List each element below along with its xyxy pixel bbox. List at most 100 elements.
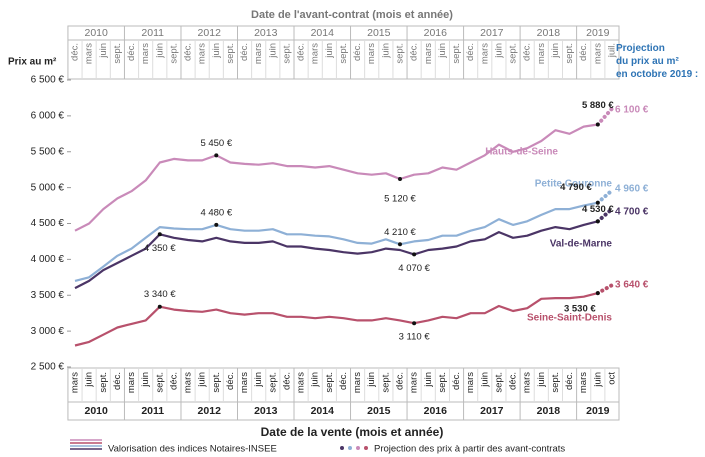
month-label: sept. <box>281 43 292 64</box>
month-label: mars <box>253 43 264 64</box>
month-label: déc. <box>395 372 406 390</box>
month-label: sept. <box>98 372 109 393</box>
month-label: juin <box>324 43 335 59</box>
projection-label: 4 700 € <box>615 207 649 218</box>
month-label: déc. <box>465 43 476 61</box>
axis-box <box>67 367 620 421</box>
value-label: 5 450 € <box>200 138 232 149</box>
series-name: Val-de-Marne <box>550 239 613 250</box>
projection-line <box>595 283 614 296</box>
value-label: 3 110 € <box>399 332 431 343</box>
month-label: déc. <box>508 372 519 390</box>
month-label: déc. <box>168 372 179 390</box>
projection-line <box>595 106 614 127</box>
y-tick-label: 4 000 € <box>31 254 65 265</box>
series-name: Petite Couronne <box>535 179 613 190</box>
month-label: déc. <box>225 372 236 390</box>
projection-label: 6 100 € <box>615 105 649 116</box>
value-label: 5 880 € <box>582 100 614 111</box>
value-label: 4 790 € <box>560 182 592 193</box>
projection-line <box>595 207 614 224</box>
month-label: mars <box>126 372 137 393</box>
month-label: mars <box>70 372 81 393</box>
month-label: juin <box>98 43 109 59</box>
annotated-point <box>412 252 417 257</box>
projection-label: 3 640 € <box>615 280 649 291</box>
value-label: 4 350 € <box>144 243 176 254</box>
axis-box <box>67 25 620 80</box>
month-label: mars <box>465 372 476 393</box>
legend: Valorisation des indices Notaires-INSEE … <box>70 439 565 455</box>
month-label: mars <box>479 43 490 64</box>
month-label: mars <box>592 43 603 64</box>
annotated-point <box>595 122 600 127</box>
month-label: mars <box>84 43 95 64</box>
annotated-point <box>595 291 600 296</box>
year-label: 2010 <box>85 27 109 39</box>
month-label: sept. <box>564 43 575 64</box>
top-axis-title: Date de l'avant-contrat (mois et année) <box>251 9 453 21</box>
value-label: 3 340 € <box>144 289 176 300</box>
year-label: 2014 <box>311 405 335 417</box>
month-label: sept. <box>154 372 165 393</box>
annotated-point <box>412 321 417 326</box>
month-label: juin <box>423 372 434 388</box>
month-label: mars <box>197 43 208 64</box>
month-label: déc. <box>451 372 462 390</box>
series-line <box>74 292 599 347</box>
value-label: 4 480 € <box>200 207 232 218</box>
month-label: sept. <box>550 372 561 393</box>
value-label: 5 120 € <box>384 194 416 205</box>
month-label: juin <box>84 372 95 388</box>
month-label: sept. <box>451 43 462 64</box>
month-label: mars <box>409 372 420 393</box>
month-label: sept. <box>168 43 179 64</box>
legend-dot <box>364 446 368 450</box>
month-label: oct <box>606 372 617 385</box>
month-label: juin <box>197 372 208 388</box>
month-label: juin <box>479 372 490 388</box>
month-label: juin <box>536 372 547 388</box>
month-label: mars <box>296 372 307 393</box>
year-label: 2012 <box>198 405 222 417</box>
annotated-point <box>214 222 219 227</box>
y-tick-label: 6 500 € <box>31 75 65 86</box>
y-tick-label: 2 500 € <box>31 362 65 373</box>
month-label: déc. <box>296 43 307 61</box>
legend-label: Valorisation des indices Notaires-INSEE <box>108 444 277 455</box>
month-label: mars <box>352 372 363 393</box>
month-label: mars <box>239 372 250 393</box>
value-label: 4 210 € <box>384 227 416 238</box>
month-label: déc. <box>126 43 137 61</box>
month-label: sept. <box>267 372 278 393</box>
month-label: mars <box>310 43 321 64</box>
month-label: mars <box>140 43 151 64</box>
legend-dot <box>348 446 352 450</box>
month-label: sept. <box>380 372 391 393</box>
year-label: 2012 <box>198 27 222 39</box>
month-label: sept. <box>338 43 349 64</box>
month-label: mars <box>536 43 547 64</box>
month-label: juin <box>140 372 151 388</box>
month-label: juin <box>437 43 448 59</box>
y-axis-label: Prix au m² <box>8 57 57 68</box>
year-label: 2019 <box>586 405 610 417</box>
month-label: sept. <box>112 43 123 64</box>
annotated-point <box>157 304 162 309</box>
y-tick-label: 3 500 € <box>31 290 65 301</box>
month-label: déc. <box>352 43 363 61</box>
month-label: déc. <box>112 372 123 390</box>
value-label: 4 070 € <box>398 263 430 274</box>
annotated-point <box>214 153 219 158</box>
value-label: 4 530 € <box>582 204 614 215</box>
month-label: mars <box>578 372 589 393</box>
month-label: juin <box>550 43 561 59</box>
month-label: sept. <box>493 372 504 393</box>
y-tick-label: 5 500 € <box>31 146 65 157</box>
legend-dot <box>340 446 344 450</box>
month-label: déc. <box>70 43 81 61</box>
annotated-point <box>157 232 162 237</box>
year-label: 2015 <box>367 405 391 417</box>
